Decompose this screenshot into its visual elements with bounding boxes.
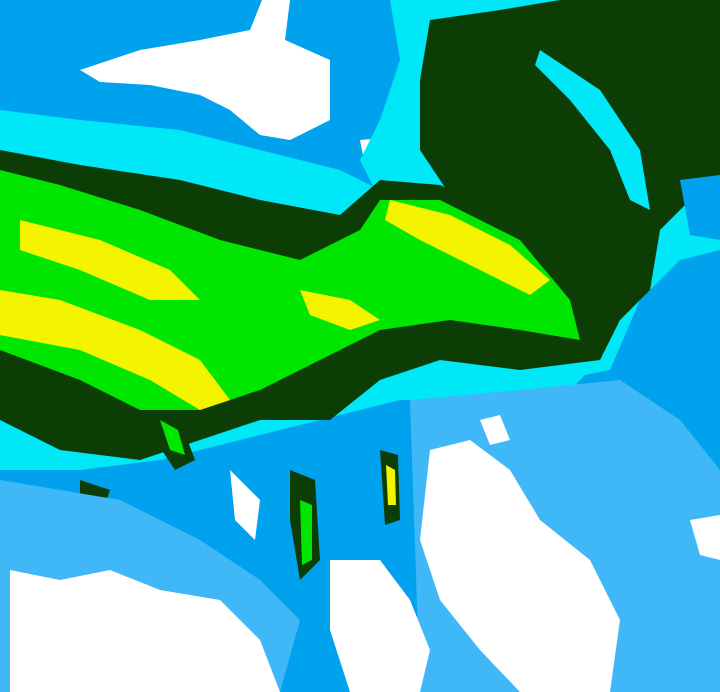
dark-green-zone bbox=[420, 0, 720, 360]
blue-patch bbox=[680, 175, 720, 240]
clear-area bbox=[80, 0, 330, 140]
yellow-core bbox=[385, 200, 550, 295]
clear-area bbox=[10, 570, 280, 692]
yellow-streak bbox=[386, 465, 396, 505]
yellow-core bbox=[300, 290, 380, 330]
clear-area bbox=[480, 415, 510, 445]
clear-area bbox=[330, 560, 430, 692]
clear-area bbox=[230, 470, 260, 540]
cyan-streak bbox=[535, 50, 650, 210]
green-streak bbox=[160, 420, 185, 455]
green-streak bbox=[300, 500, 312, 565]
yellow-core bbox=[20, 220, 200, 300]
yellow-core bbox=[0, 290, 230, 410]
clear-area bbox=[420, 440, 620, 692]
clear-area bbox=[690, 515, 720, 560]
